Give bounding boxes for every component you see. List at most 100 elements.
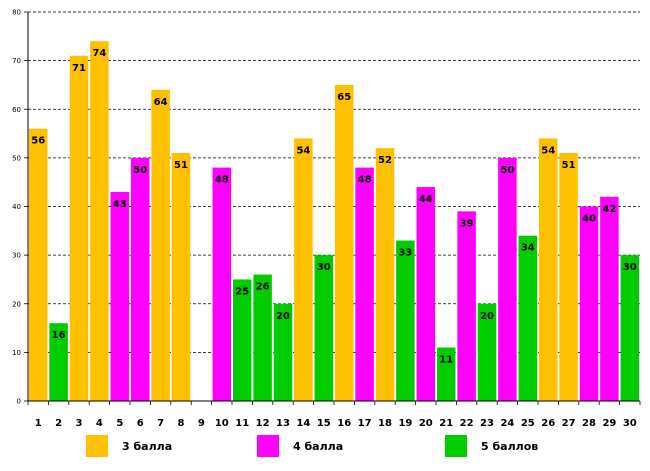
bar-22	[457, 211, 476, 401]
data-label-18: 52	[378, 155, 392, 166]
bar-19	[396, 240, 415, 401]
x-axis: 1 2 3 4 5 6 7 8 9 10 11 12 13 14 15 16 17 18 19 20 21 22 23 24 2…	[27, 400, 641, 429]
bar-24	[498, 157, 517, 401]
bar-15	[314, 255, 334, 401]
x-tick-label-8: 8	[178, 418, 185, 429]
x-tick-label-30: 30	[623, 418, 637, 429]
bar-18	[375, 148, 395, 401]
legend-label-5: 5 баллов	[481, 439, 539, 453]
data-label-13: 20	[276, 311, 290, 322]
y-tick-label-60: 60	[12, 106, 21, 114]
data-label-23: 20	[480, 311, 494, 322]
y-tick-label-40: 40	[12, 203, 21, 211]
bar-30	[620, 255, 640, 401]
data-label-24: 50	[500, 165, 514, 176]
data-label-2: 16	[52, 330, 66, 341]
data-label-26: 54	[541, 145, 555, 156]
x-tick-label-1: 1	[35, 418, 42, 429]
x-tick-label-22: 22	[460, 418, 474, 429]
x-tick-label-6: 6	[137, 418, 144, 429]
data-label-22: 39	[460, 218, 474, 229]
x-tick-label-24: 24	[500, 418, 514, 429]
legend-label-3: 3 балла	[122, 439, 173, 453]
x-tick-label-3: 3	[76, 418, 83, 429]
y-tick-label-30: 30	[12, 252, 21, 260]
bars	[28, 41, 640, 402]
y-tick-label-50: 50	[12, 154, 21, 162]
x-tick-label-9: 9	[198, 418, 205, 429]
legend-swatch-5	[445, 435, 467, 457]
data-label-6: 50	[133, 165, 147, 176]
x-tick-label-17: 17	[358, 418, 372, 429]
bar-6	[130, 157, 150, 401]
bar-25	[518, 235, 538, 401]
data-label-16: 65	[337, 92, 351, 103]
x-tick-label-18: 18	[378, 418, 392, 429]
data-label-8: 51	[174, 160, 188, 171]
legend-swatch-3	[86, 435, 108, 457]
bar-13	[273, 303, 293, 401]
bar-5	[110, 191, 130, 401]
data-label-11: 25	[235, 286, 249, 297]
data-label-17: 48	[358, 175, 372, 186]
bar-20	[416, 187, 436, 401]
x-tick-label-16: 16	[337, 418, 351, 429]
legend-item-3: 3 балла	[86, 434, 172, 458]
legend-label-4: 4 балла	[293, 439, 344, 453]
bar-4	[90, 41, 109, 402]
data-label-14: 54	[296, 145, 310, 156]
x-tick-label-21: 21	[439, 418, 453, 429]
data-label-1: 56	[31, 136, 45, 147]
x-tick-label-26: 26	[541, 418, 555, 429]
x-tick-label-14: 14	[296, 418, 310, 429]
bar-28	[579, 206, 599, 401]
x-tick-label-7: 7	[157, 418, 164, 429]
data-label-30: 30	[623, 262, 637, 273]
data-label-19: 33	[398, 248, 412, 259]
bar-29	[600, 196, 619, 401]
x-tick-label-19: 19	[398, 418, 412, 429]
grid-lines	[28, 11, 640, 353]
x-tick-label-25: 25	[521, 418, 535, 429]
bar-1	[28, 128, 48, 401]
y-tick-label-80: 80	[12, 9, 21, 17]
x-tick-label-10: 10	[215, 418, 229, 429]
x-tick-label-12: 12	[256, 418, 270, 429]
data-label-21: 11	[439, 355, 453, 366]
data-label-4: 74	[92, 48, 106, 59]
y-tick-label-0: 0	[17, 398, 21, 406]
data-label-27: 51	[562, 160, 576, 171]
data-label-15: 30	[317, 262, 331, 273]
x-tick-label-27: 27	[562, 418, 576, 429]
x-tick-label-23: 23	[480, 418, 494, 429]
x-tick-label-28: 28	[582, 418, 596, 429]
legend-item-5: 5 баллов	[445, 434, 538, 458]
bar-14	[294, 138, 313, 402]
bar-27	[559, 153, 578, 401]
data-label-28: 40	[582, 214, 596, 225]
legend-swatch-4	[257, 435, 279, 457]
x-tick-label-29: 29	[602, 418, 616, 429]
bar-23	[477, 303, 497, 401]
legend-item-4: 4 балла	[257, 434, 343, 458]
bar-21	[436, 347, 456, 401]
data-label-5: 43	[113, 199, 127, 210]
x-tick-label-2: 2	[55, 418, 62, 429]
x-tick-label-4: 4	[96, 418, 103, 429]
bar-16	[334, 84, 354, 401]
bar-3	[69, 55, 89, 401]
x-tick-label-11: 11	[235, 418, 249, 429]
data-label-29: 42	[602, 204, 616, 215]
y-tick-label-10: 10	[12, 349, 21, 357]
bar-10	[212, 167, 232, 401]
bar-8	[171, 153, 191, 401]
bar-17	[355, 167, 374, 401]
data-label-10: 48	[215, 175, 229, 186]
x-tick-label-13: 13	[276, 418, 290, 429]
bar-26	[538, 138, 558, 402]
bar-12	[253, 274, 272, 401]
data-label-12: 26	[256, 282, 270, 293]
y-tick-label-70: 70	[12, 57, 21, 65]
data-label-7: 64	[154, 97, 168, 108]
